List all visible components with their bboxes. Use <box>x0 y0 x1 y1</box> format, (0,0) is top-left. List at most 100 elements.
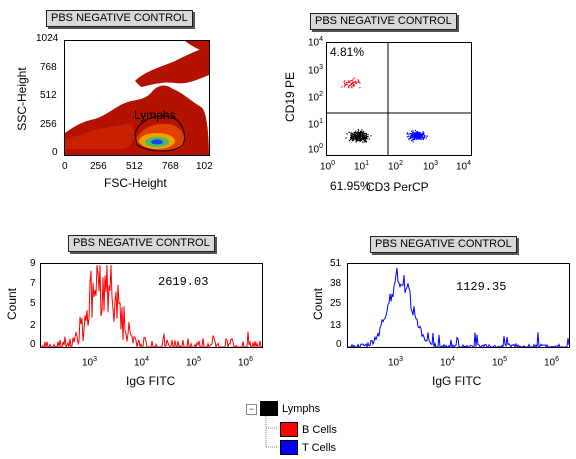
scatter-event-dot <box>352 134 354 136</box>
scatter-event-dot <box>354 135 356 137</box>
scatter-event-dot <box>349 80 351 82</box>
scatter-event-dot <box>353 131 355 133</box>
plot2-scatter-area[interactable] <box>326 42 472 156</box>
plot4-histogram-area[interactable] <box>347 263 570 348</box>
scatter-event-dot <box>344 84 346 86</box>
scatter-event-dot <box>354 132 356 134</box>
scatter-event-dot <box>411 139 413 141</box>
scatter-event-dot <box>362 134 364 136</box>
scatter-event-dot <box>359 136 361 138</box>
scatter-event-dot <box>416 131 418 133</box>
scatter-event-dot <box>355 82 357 84</box>
scatter-event-dot <box>425 137 427 139</box>
scatter-event-dot <box>356 133 359 135</box>
scatter-event-dot <box>363 133 365 135</box>
scatter-event-dot <box>355 133 357 135</box>
scatter-event-dot <box>359 82 361 84</box>
scatter-event-dot <box>354 135 356 137</box>
scatter-event-dot <box>364 132 366 134</box>
scatter-event-dot <box>355 132 357 134</box>
scatter-event-dot <box>416 138 418 140</box>
scatter-event-dot <box>358 136 360 138</box>
plot2-scatter-svg <box>327 43 471 155</box>
scatter-event-dot <box>420 132 422 134</box>
scatter-event-dot <box>351 136 353 138</box>
scatter-event-dot <box>348 85 350 87</box>
scatter-event-dot <box>363 135 365 137</box>
plot1-title: PBS NEGATIVE CONTROL <box>46 10 193 27</box>
plot3-xtick: 103 <box>82 356 98 369</box>
scatter-event-dot <box>364 134 366 137</box>
tree-collapse-icon[interactable]: − <box>246 404 257 415</box>
legend-b-cells-label: B Cells <box>302 423 337 436</box>
scatter-event-dot <box>406 133 408 135</box>
scatter-event-dot <box>363 138 365 140</box>
scatter-event-dot <box>346 133 348 135</box>
scatter-event-dot <box>352 84 355 86</box>
plot1-density-area[interactable] <box>64 40 210 156</box>
scatter-event-dot <box>357 137 359 139</box>
scatter-event-dot <box>408 139 410 141</box>
scatter-event-dot <box>410 133 412 135</box>
scatter-event-dot <box>353 139 355 141</box>
plot3-xlabel: IgG FITC <box>126 374 176 388</box>
plot3-ytick: 2 <box>30 320 36 331</box>
scatter-event-dot <box>361 135 363 137</box>
plot3-ytick: 9 <box>30 258 36 269</box>
scatter-event-dot <box>350 84 352 86</box>
scatter-event-dot <box>365 137 367 139</box>
plot2-ytick: 100 <box>308 143 324 156</box>
plot4-ytick: 0 <box>336 339 342 350</box>
scatter-event-dot <box>351 139 354 141</box>
scatter-event-dot <box>361 141 364 143</box>
plot3-ytick: 0 <box>30 339 36 350</box>
scatter-event-dot <box>426 135 428 137</box>
plot2-xtick: 102 <box>388 160 404 173</box>
plot2-xtick: 100 <box>320 160 336 173</box>
histogram-trace <box>348 267 569 347</box>
scatter-event-dot <box>355 130 357 132</box>
scatter-event-dot <box>356 132 358 134</box>
scatter-event-dot <box>365 134 367 136</box>
scatter-event-dot <box>351 133 353 135</box>
legend-item-b-cells[interactable]: B Cells <box>280 422 337 437</box>
plot3-ytick: 7 <box>30 278 36 289</box>
plot3-histogram-area[interactable] <box>40 263 263 348</box>
scatter-event-dot <box>357 131 359 133</box>
scatter-event-dot <box>418 133 420 135</box>
scatter-event-dot <box>350 136 352 138</box>
plot2-ytick: 103 <box>308 64 324 77</box>
scatter-event-dot <box>350 84 352 86</box>
scatter-event-dot <box>412 138 414 140</box>
scatter-event-dot <box>353 137 355 139</box>
scatter-event-dot <box>359 137 361 139</box>
scatter-event-dot <box>357 79 359 81</box>
scatter-event-dot <box>363 130 365 133</box>
scatter-event-dot <box>347 80 350 82</box>
scatter-event-dot <box>411 137 413 139</box>
scatter-event-dot <box>359 140 361 142</box>
scatter-event-dot <box>365 140 368 142</box>
scatter-event-dot <box>416 134 418 137</box>
scatter-event-dot <box>361 129 363 131</box>
lymphs-gate-label: Lymphs <box>134 108 176 122</box>
scatter-event-dot <box>418 136 420 138</box>
plot2-ytick: 101 <box>308 118 324 131</box>
scatter-event-dot <box>415 136 417 138</box>
scatter-event-dot <box>365 132 367 134</box>
plot1-xtick: 102 <box>196 161 213 172</box>
scatter-event-dot <box>360 139 362 141</box>
legend-item-t-cells[interactable]: T Cells <box>280 440 336 455</box>
histogram-trace <box>41 264 262 347</box>
scatter-event-dot <box>346 81 348 84</box>
scatter-event-dot <box>359 131 362 133</box>
scatter-event-dot <box>419 135 421 137</box>
density-left-region <box>65 123 135 149</box>
scatter-event-dot <box>357 131 359 133</box>
scatter-event-dot <box>357 129 359 131</box>
scatter-event-dot <box>341 86 343 88</box>
scatter-event-dot <box>406 132 408 134</box>
scatter-event-dot <box>416 133 418 135</box>
scatter-event-dot <box>412 135 414 137</box>
legend-root-lymphs[interactable]: Lymphs <box>260 401 320 416</box>
